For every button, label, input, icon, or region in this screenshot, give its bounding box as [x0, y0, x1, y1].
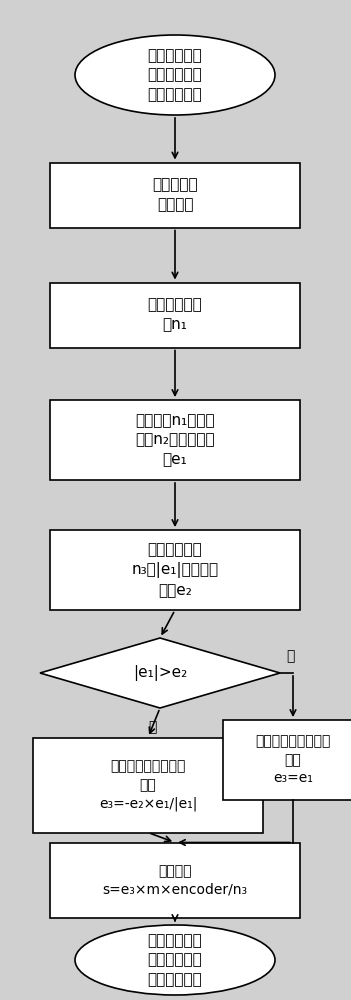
Text: 转位位移
s=e₃×m×encoder/n₃: 转位位移 s=e₃×m×encoder/n₃ [102, 864, 247, 896]
Text: 自动生成伺服
刀架最短换刀
路径算法结束: 自动生成伺服 刀架最短换刀 路径算法结束 [148, 933, 203, 987]
Text: 是: 是 [148, 720, 156, 734]
Polygon shape [40, 638, 280, 708]
Bar [50, 282, 300, 348]
Text: 刀盘总刀位数
n₃与|e₁|作差，结
果为e₂: 刀盘总刀位数 n₃与|e₁|作差，结 果为e₂ [131, 542, 219, 598]
Text: |e₁|>e₂: |e₁|>e₂ [133, 665, 187, 681]
Bar [50, 530, 300, 610]
Bar [50, 400, 300, 480]
Ellipse shape [75, 35, 275, 115]
Bar [33, 738, 263, 832]
Bar [50, 162, 300, 228]
Bar [223, 720, 351, 800]
Text: 转换出目标刀
号n₁: 转换出目标刀 号n₁ [148, 298, 203, 332]
Text: 否: 否 [286, 649, 294, 663]
Text: 换刀过程所需转过刀
位数
e₃=-e₂×e₁/|e₁|: 换刀过程所需转过刀 位数 e₃=-e₂×e₁/|e₁| [99, 759, 197, 811]
Text: 目标刀号n₁与当前
刀号n₂作差，差值
为e₁: 目标刀号n₁与当前 刀号n₂作差，差值 为e₁ [135, 413, 215, 467]
Bar [50, 842, 300, 918]
Text: 接收上位机
换刀指令: 接收上位机 换刀指令 [152, 178, 198, 212]
Text: 换刀过程所需转过刀
位数
e₃=e₁: 换刀过程所需转过刀 位数 e₃=e₁ [255, 735, 331, 785]
Ellipse shape [75, 925, 275, 995]
Text: 自动生成伺服
刀架最短换刀
路径算法开始: 自动生成伺服 刀架最短换刀 路径算法开始 [148, 48, 203, 102]
